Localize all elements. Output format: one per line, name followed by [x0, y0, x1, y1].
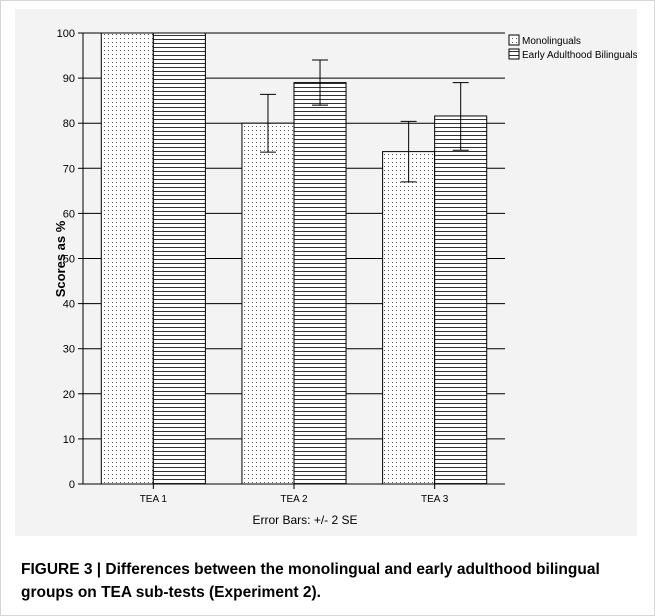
y-tick-label: 70 [63, 163, 75, 175]
legend-swatch [508, 48, 520, 60]
y-tick-label: 20 [63, 389, 75, 401]
bar-monolinguals [382, 151, 436, 485]
legend-swatch [508, 34, 520, 46]
y-tick-label: 90 [63, 73, 75, 85]
legend: Monolinguals Early Adulthood Bilinguals [508, 34, 637, 61]
error-bar-note: Error Bars: +/- 2 SE [252, 513, 357, 527]
chart-panel: 0 10 20 30 40 50 60 70 80 90 100 TEA 1 TEA 2 TEA 3 Mo… [15, 9, 637, 536]
y-tick-label: 0 [69, 479, 75, 491]
bars [100, 32, 488, 485]
bar-bilinguals [434, 115, 488, 485]
figure-caption: FIGURE 3 | Differences between the monol… [21, 561, 600, 601]
bar-bilinguals [293, 82, 347, 485]
x-tick-label: TEA 2 [280, 494, 308, 505]
y-axis-label: Scores as % [53, 220, 68, 297]
bar-monolinguals [100, 32, 154, 485]
y-tick-label: 40 [63, 299, 75, 311]
legend-label: Monolinguals [522, 36, 581, 47]
axes: 0 10 20 30 40 50 60 70 80 90 100 TEA 1 TEA 2 TEA 3 [57, 28, 505, 505]
y-tick-label: 50 [63, 254, 75, 266]
error-bars [259, 59, 469, 183]
bar-chart: 0 10 20 30 40 50 60 70 80 90 100 TEA 1 TEA 2 TEA 3 Mo… [53, 28, 637, 527]
bar-monolinguals [241, 122, 295, 485]
legend-label: Early Adulthood Bilinguals [522, 50, 637, 61]
y-tick-label: 30 [63, 344, 75, 356]
y-tick-label: 80 [63, 118, 75, 130]
y-tick-label: 100 [57, 28, 75, 40]
x-tick-label: TEA 1 [140, 494, 168, 505]
x-tick-label: TEA 3 [421, 494, 449, 505]
y-tick-label: 10 [63, 434, 75, 446]
bar-bilinguals [152, 32, 206, 485]
y-tick-label: 60 [63, 208, 75, 220]
